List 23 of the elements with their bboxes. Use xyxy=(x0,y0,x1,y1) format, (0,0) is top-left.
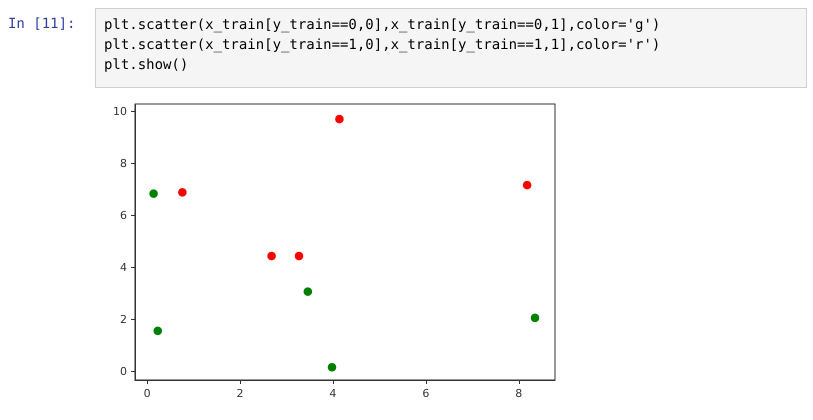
point xyxy=(294,251,304,261)
x-tick-label: 2 xyxy=(236,387,244,400)
x-tick-label: 8 xyxy=(515,387,522,400)
point xyxy=(522,180,532,190)
y-tick-label: 2 xyxy=(120,312,127,326)
point xyxy=(178,188,188,198)
point xyxy=(153,326,163,336)
point xyxy=(266,251,276,261)
x-tick-label: 4 xyxy=(329,387,336,400)
text: In [11]: xyxy=(8,16,76,32)
x-tick-label: 6 xyxy=(422,387,430,400)
code-cell: plt.scatter(x_train[y_train==0,0],x_train[y_train==0,1],color='g') plt.scatter(x_train[y_train==1,0],x_train[y_train==1,1],color='r') plt.show() xyxy=(95,8,807,88)
x-tick-label: 0 xyxy=(144,387,151,400)
point xyxy=(327,362,337,372)
point xyxy=(334,114,344,124)
y-tick-label: 0 xyxy=(120,364,127,378)
point xyxy=(303,286,313,296)
point xyxy=(530,313,540,323)
y-tick-label: 4 xyxy=(120,260,127,274)
y-tick-label: 8 xyxy=(120,157,127,170)
y-tick-label: 6 xyxy=(120,208,127,222)
y-tick-label: 10 xyxy=(113,105,127,118)
point xyxy=(148,188,158,198)
